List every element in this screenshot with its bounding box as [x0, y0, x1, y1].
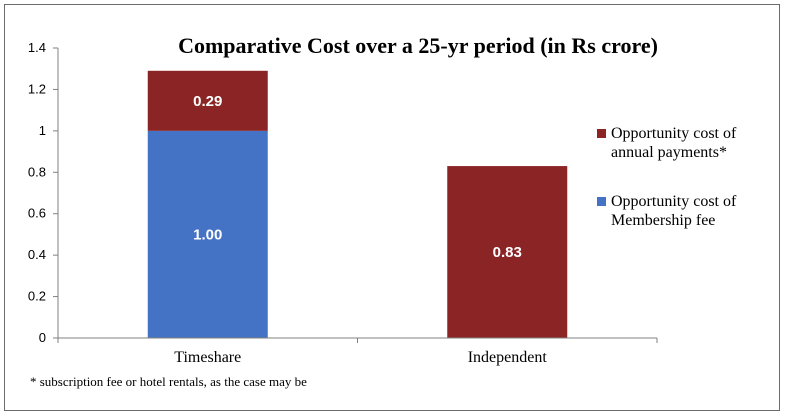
legend-swatch [597, 129, 606, 138]
y-tick-label: 0.2 [28, 289, 46, 304]
data-label: 0.29 [193, 93, 222, 110]
x-axis-categories: Timeshare Independent [174, 349, 547, 366]
y-tick-label: 1 [39, 123, 46, 138]
legend-label: Membership fee [611, 212, 715, 229]
footnote: * subscription fee or hotel rentals, as … [30, 374, 307, 389]
data-label: 1.00 [193, 226, 222, 243]
legend-label: Opportunity cost of [611, 125, 737, 142]
bar-segment [447, 166, 568, 338]
y-tick-label: 0.8 [28, 164, 46, 179]
y-tick-label: 0 [39, 330, 46, 345]
legend: Opportunity cost of annual payments* Oppor… [597, 125, 737, 229]
y-tick-label: 1.2 [28, 81, 46, 96]
bar-segment [147, 130, 268, 338]
x-category-label: Timeshare [174, 349, 241, 366]
chart-title: Comparative Cost over a 25-yr period (in… [178, 33, 658, 58]
legend-swatch [597, 197, 606, 206]
y-tick-label: 0.6 [28, 206, 46, 221]
x-category-label: Independent [468, 349, 548, 366]
data-label: 0.83 [493, 244, 522, 261]
bar-segment [147, 70, 268, 131]
y-axis-ticks: 0 0.2 0.4 0.6 0.8 1 1.2 1.4 [28, 40, 58, 345]
chart-frame [4, 4, 780, 411]
legend-label: annual payments* [611, 144, 727, 161]
y-tick-label: 0.4 [28, 247, 46, 262]
axes [57, 48, 658, 343]
y-tick-label: 1.4 [28, 40, 46, 55]
bars: 1.00 0.29 0.83 [147, 70, 568, 338]
legend-label: Opportunity cost of [611, 193, 737, 210]
